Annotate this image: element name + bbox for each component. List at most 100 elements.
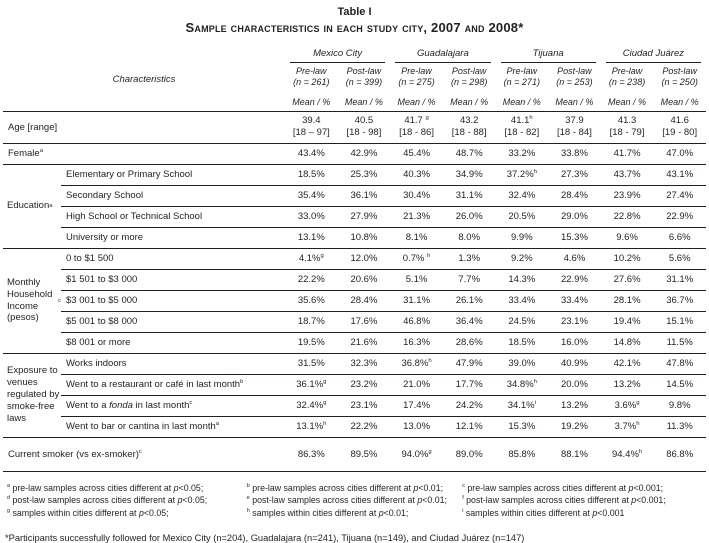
value-cell: 36.1%	[350, 190, 378, 201]
value-cell: 13.1%h	[296, 420, 327, 432]
value-line: [18 - 79]	[609, 127, 645, 138]
row-label: $3 001 to $5 000	[66, 295, 138, 306]
value-cell: 48.7%	[455, 148, 483, 159]
city-name: Guadalajara	[395, 48, 491, 63]
section-income: Monthly Household Income (pesos) c 0 to $1…	[3, 249, 706, 354]
phase-column: Pre-law (n = 238) Mean / %	[601, 63, 654, 111]
value-cell: 23.2%	[350, 379, 378, 390]
value-cell: 9.8%	[668, 400, 691, 411]
stat-label: Mean / %	[397, 96, 436, 107]
city-group: Guadalajara Pre-law (n = 275) Mean / % Post-…	[390, 48, 495, 111]
section-rows: Current smoker (vs ex-smoker)c 86.3% 89.5%…	[3, 438, 706, 471]
value-cell: 10.2%	[613, 253, 641, 264]
value-line: 39.4	[302, 114, 321, 126]
value-cell: 88.1%	[560, 448, 588, 460]
value-cell: 89.0%	[455, 448, 483, 460]
value-cell: 14.3%	[508, 274, 536, 285]
sample-size: (n = 253)	[556, 77, 593, 88]
value-cell: 26.0%	[455, 211, 483, 222]
value-line: [18 - 86]	[399, 127, 434, 138]
value-cell: 43.7%	[613, 169, 641, 180]
row-label: Works indoors	[66, 358, 127, 369]
stat-label: Mean / %	[344, 96, 383, 107]
value-cell: 8.0%	[458, 232, 481, 243]
value-cell: 43.2 [18 - 88]	[443, 115, 496, 140]
value-cell: 41.7%	[613, 148, 641, 159]
value-cell: 27.9%	[350, 211, 378, 222]
value-cell: 40.3%	[403, 169, 431, 180]
phase-column: Post-law (n = 399) Mean / %	[338, 63, 391, 111]
value-cell: 35.6%	[297, 295, 325, 306]
value-cell: 23.9%	[613, 190, 641, 201]
value-cell: 0.7% h	[402, 252, 431, 264]
sample-size: (n = 275)	[398, 77, 435, 88]
stat-label: Mean / %	[660, 96, 699, 107]
value-cell: 5.6%	[668, 253, 691, 264]
value-cell: 23.1%	[350, 400, 378, 411]
section-rows: Femalea 43.4% 42.9% 45.4% 48.7% 33.2% 33.8% 41.…	[3, 144, 706, 164]
city-group: Tijuana Pre-law (n = 271) Mean / % Post-law(…	[496, 48, 601, 111]
value-cell: 19.5%	[297, 337, 325, 348]
value-cell: 1.3%	[458, 253, 481, 264]
value-cell: 85.8%	[508, 448, 536, 460]
value-line: [18 - 88]	[451, 127, 487, 138]
value-cell: 34.9%	[455, 169, 483, 180]
section-rows: Works indoors 31.5% 32.3% 36.8%h 47.9% 39.0% 4…	[61, 354, 706, 437]
value-cell: 41.3 [18 - 79]	[601, 115, 654, 140]
city-name: Mexico City	[290, 48, 386, 63]
value-cell: 47.8%	[666, 358, 694, 369]
value-cell: 31.1%	[403, 295, 431, 306]
row-label: Elementary or Primary School	[66, 169, 193, 180]
city-phases: Pre-law (n = 271) Mean / % Post-law (n = 253…	[496, 63, 601, 111]
value-cell: 43.1%	[666, 169, 694, 180]
stat-label: Mean / %	[450, 96, 489, 107]
participants-note: *Participants successfully followed for …	[5, 532, 525, 543]
value-cell: 11.5%	[666, 337, 693, 348]
value-cell: 4.6%	[563, 253, 586, 264]
row-label: $5 001 to $8 000	[66, 316, 138, 327]
stat-label: Mean / %	[608, 96, 647, 107]
value-cell: 36.4%	[455, 316, 483, 327]
value-cell: 42.9%	[350, 148, 378, 159]
value-cell: 26.1%	[455, 295, 483, 306]
value-cell: 86.3%	[297, 448, 325, 460]
value-cell: 47.0%	[666, 148, 694, 159]
phase-column: Post-law (n = 250) Mean / %	[653, 63, 706, 111]
value-cell: 9.6%	[616, 232, 638, 243]
value-cell: 36.7%	[666, 295, 694, 306]
phase-label: Post-law	[451, 66, 487, 76]
value-cell: 21.6%	[350, 337, 378, 348]
row-label: Went to bar or cantina in last montha	[66, 420, 220, 432]
table-row: Femalea 43.4% 42.9% 45.4% 48.7% 33.2% 33.8% 41.…	[3, 144, 706, 164]
phase-label: Post-law	[557, 66, 592, 76]
value-cell: 31.1%	[666, 274, 694, 285]
value-cell: 20.5%	[508, 211, 536, 222]
value-cell: 86.8%	[666, 448, 694, 460]
phase-column: Post-law (n = 298) Mean / %	[443, 63, 496, 111]
section-rows: Elementary or Primary School 18.5% 25.3% 40…	[61, 165, 706, 248]
phase-column: Post-law (n = 253) Mean / %	[548, 63, 601, 111]
value-cell: 13.1%	[297, 232, 325, 243]
stat-label: Mean / %	[555, 96, 594, 107]
table-row: $1 501 to $3 000 22.2% 20.6% 5.1% 7.7% 14.3% 2…	[61, 268, 706, 290]
value-cell: 22.2%	[297, 274, 325, 285]
sample-size: (n = 298)	[451, 77, 488, 88]
table-row: $3 001 to $5 000 35.6% 28.4% 31.1% 26.1% 33.4…	[61, 289, 706, 311]
footnote-column: b pre-law samples across cities differen…	[247, 482, 462, 520]
value-line: 41.1h	[510, 114, 533, 126]
city-phases: Pre-law (n = 261) Mean / % Post-law (n = 399…	[285, 63, 390, 111]
value-cell: 17.4%	[403, 400, 431, 411]
sample-size: (n = 399)	[345, 77, 383, 88]
value-cell: 4.1%g	[298, 252, 324, 264]
value-cell: 30.4%	[403, 190, 431, 201]
footnote-column: a pre-law samples across cities differen…	[7, 482, 247, 520]
table-row: Age [range] 39.4 [18 – 97] 40.5 [18 - 98] 41.…	[3, 112, 706, 143]
value-cell: 32.4%	[508, 190, 536, 201]
value-cell: 33.8%	[560, 148, 588, 159]
section-exposure: Exposure to venues regulated by smoke-fr…	[3, 354, 706, 438]
value-line: 41.3	[617, 114, 637, 126]
table-row: Went to a restaurant or café in last mon…	[61, 373, 706, 395]
table-row: Current smoker (vs ex-smoker)c 86.3% 89.5%…	[3, 438, 706, 471]
value-cell: 15.3%	[508, 421, 536, 432]
value-cell: 13.0%	[403, 421, 431, 432]
